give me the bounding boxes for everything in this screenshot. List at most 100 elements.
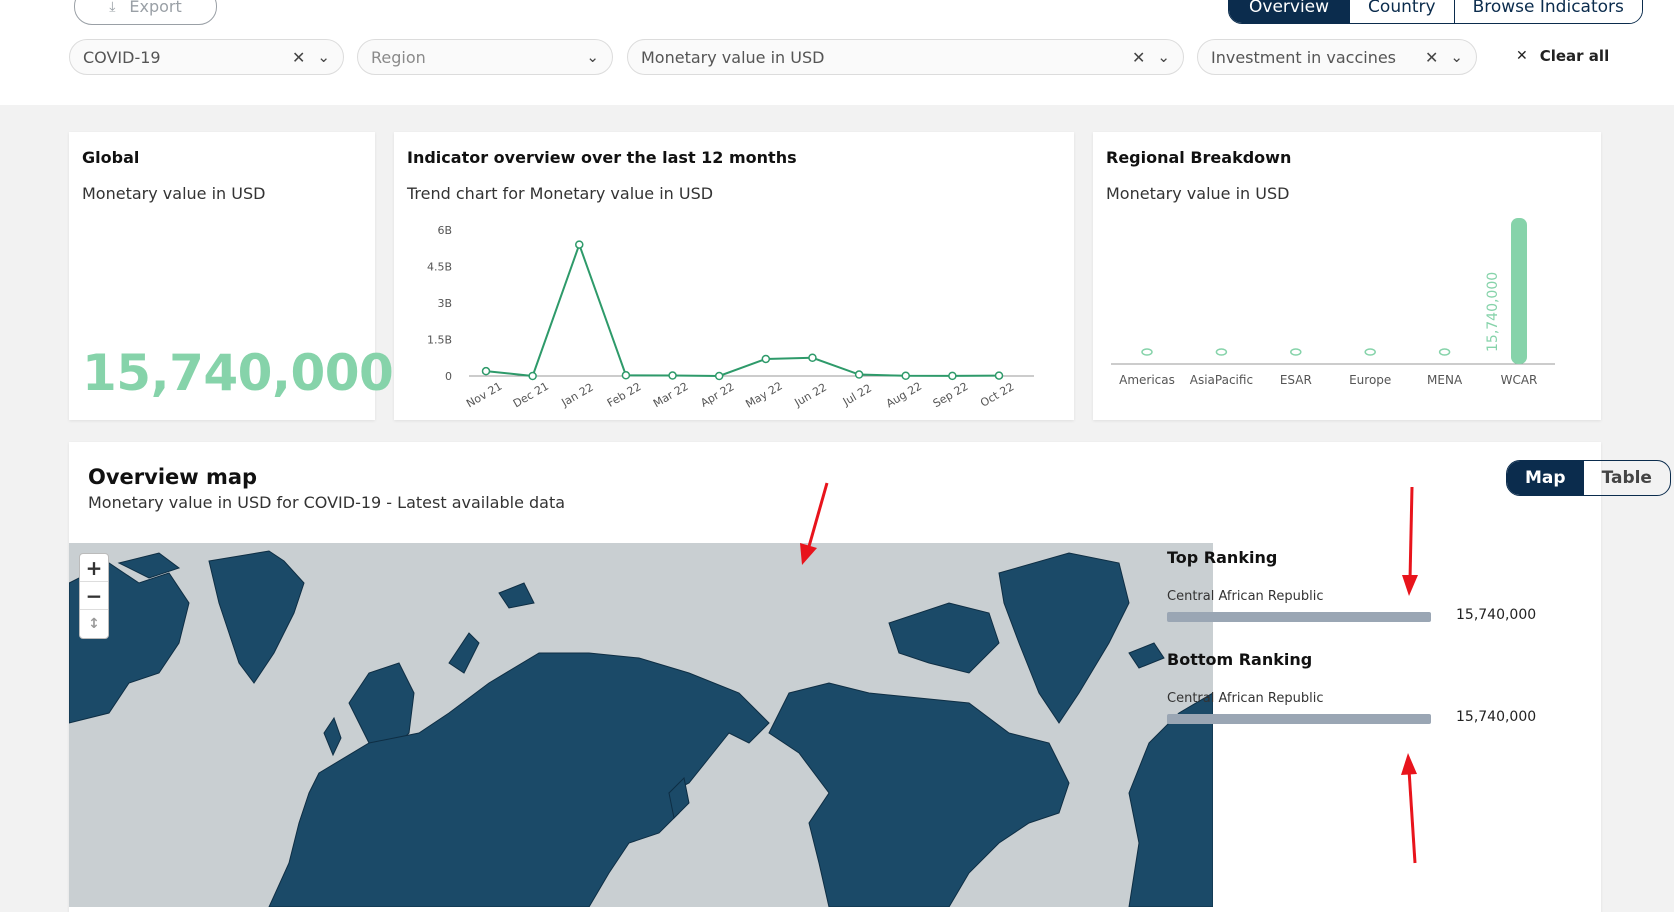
region-filter-placeholder: Region [371, 47, 426, 67]
trend-point [528, 371, 537, 381]
map-card: Overview map Monetary value in USD for C… [69, 442, 1671, 912]
region-bar [1511, 218, 1527, 364]
zoom-in-button[interactable]: + [80, 554, 108, 582]
greenland-left-shape [208, 550, 305, 684]
trend-point [481, 366, 491, 376]
x-tick-label: Apr 22 [698, 380, 736, 410]
view-toggle: Map Table [1506, 460, 1671, 496]
trend-subtitle: Trend chart for Monetary value in USD [407, 184, 714, 203]
reset-north-button[interactable]: ↕ [88, 616, 100, 632]
region-tick-label: ESAR [1280, 373, 1312, 387]
north-america-right-shape [768, 682, 1070, 907]
close-icon: ✕ [1516, 48, 1528, 64]
tab-browse-indicators[interactable]: Browse Indicators [1453, 0, 1642, 23]
regional-subtitle: Monetary value in USD [1106, 184, 1290, 203]
trend-point [808, 353, 817, 362]
world-map[interactable]: + − ↕ [69, 543, 1213, 907]
x-tick-label: Feb 22 [605, 380, 644, 410]
topic-filter[interactable]: COVID-19 ✕ ⌄ [69, 39, 344, 75]
indicator-filter[interactable]: Investment in vaccines ✕ ⌄ [1197, 39, 1477, 75]
europe-right-shape [1128, 692, 1213, 907]
japan-shape [668, 776, 690, 820]
trend-point [668, 371, 677, 380]
trend-point [854, 370, 864, 379]
clear-all-button[interactable]: ✕ Clear all [1516, 47, 1609, 65]
world-map-graphic [69, 550, 1213, 907]
global-value: 15,740,000 [82, 344, 394, 402]
severnaya-shape [498, 582, 535, 609]
export-label: Export [129, 0, 182, 16]
bottom-ranking-title: Bottom Ranking [1167, 650, 1313, 669]
top-bar: ⤓ Export Overview Country Browse Indicat… [0, 0, 1674, 105]
download-icon: ⤓ [109, 0, 116, 15]
clear-measure-icon[interactable]: ✕ [1132, 47, 1146, 67]
tab-overview[interactable]: Overview [1229, 0, 1350, 23]
region-tick-label: AsiaPacific [1190, 373, 1253, 387]
measure-filter-value: Monetary value in USD [641, 47, 825, 67]
trend-point [948, 371, 957, 381]
x-tick-label: Dec 21 [511, 380, 551, 411]
y-tick-label: 6B [437, 224, 452, 237]
region-tick-label: MENA [1427, 373, 1463, 387]
novaya-zemlya-shape [448, 632, 480, 674]
region-tick-label: Europe [1349, 373, 1391, 387]
region-filter[interactable]: Region ⌄ [357, 39, 613, 75]
x-tick-label: Oct 22 [978, 380, 1016, 410]
bottom-ranking-bar [1167, 714, 1431, 724]
x-tick-label: Jul 22 [840, 382, 874, 409]
x-tick-label: Nov 21 [464, 380, 504, 411]
y-tick-label: 4.5B [427, 261, 452, 274]
eurasia-shape [268, 652, 770, 907]
chevron-down-icon[interactable]: ⌄ [1157, 48, 1170, 66]
export-button[interactable]: ⤓ Export [74, 0, 217, 25]
trend-point [994, 371, 1004, 380]
tab-country[interactable]: Country [1349, 0, 1454, 23]
uk-shape [323, 716, 342, 757]
map-title: Overview map [88, 465, 258, 489]
x-tick-label: Sep 22 [931, 380, 971, 410]
canadian-arctic-shape [888, 602, 1000, 674]
chevron-down-icon[interactable]: ⌄ [1450, 48, 1463, 66]
region-tick-label: Americas [1119, 373, 1175, 387]
global-card: Global Monetary value in USD 15,740,000 [69, 132, 394, 420]
map-subtitle: Monetary value in USD for COVID-19 - Lat… [88, 493, 566, 512]
trend-card: Indicator overview over the last 12 mont… [394, 132, 1074, 420]
top-ranking-value: 15,740,000 [1456, 607, 1537, 623]
clear-topic-icon[interactable]: ✕ [292, 47, 306, 67]
topic-filter-value: COVID-19 [83, 47, 161, 67]
chevron-down-icon[interactable]: ⌄ [317, 48, 330, 66]
trend-point [714, 371, 724, 381]
region-tick-label: WCAR [1501, 373, 1538, 387]
y-tick-label: 1.5B [427, 334, 452, 347]
trend-line-series [485, 241, 1000, 378]
regional-title: Regional Breakdown [1106, 148, 1292, 167]
trend-point [621, 371, 631, 380]
zoom-controls: + − ↕ [79, 553, 109, 639]
top-ranking-country: Central African Republic [1167, 589, 1324, 604]
nav-tabs: Overview Country Browse Indicators [1228, 0, 1643, 24]
x-tick-label: Mar 22 [651, 380, 691, 410]
table-view-button[interactable]: Table [1601, 468, 1652, 488]
x-tick-label: May 22 [743, 379, 784, 410]
region-bar-marker [1141, 348, 1153, 356]
y-tick-label: 0 [445, 370, 452, 383]
trend-title: Indicator overview over the last 12 mont… [407, 148, 797, 167]
trend-point [901, 371, 910, 381]
global-title: Global [82, 148, 140, 167]
region-bar-marker [1215, 348, 1228, 356]
chevron-down-icon[interactable]: ⌄ [586, 48, 599, 66]
map-view-button[interactable]: Map [1507, 461, 1584, 495]
top-ranking-title: Top Ranking [1167, 548, 1278, 567]
x-tick-label: Jan 22 [558, 381, 595, 410]
clear-indicator-icon[interactable]: ✕ [1425, 47, 1439, 67]
indicator-filter-value: Investment in vaccines [1211, 47, 1397, 67]
greenland-right-shape [998, 552, 1130, 724]
regional-chart: Americas AsiaPacific ESAR Europe MENA 15,740,… [1111, 218, 1555, 387]
global-subtitle: Monetary value in USD [82, 184, 266, 203]
clear-all-label: Clear all [1539, 47, 1610, 65]
measure-filter[interactable]: Monetary value in USD ✕ ⌄ [627, 39, 1184, 75]
zoom-out-button[interactable]: − [80, 582, 108, 610]
top-ranking-bar [1167, 612, 1431, 622]
trend-point [575, 240, 584, 249]
region-bar-marker [1290, 348, 1302, 356]
